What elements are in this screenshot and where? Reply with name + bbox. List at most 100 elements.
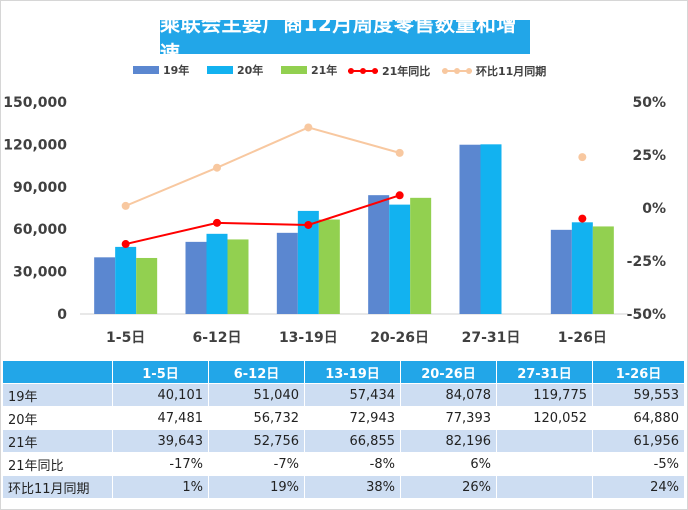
table-cell: 47,481	[112, 406, 209, 430]
table-cell: 119,775	[496, 383, 593, 407]
legend-mom-dot	[454, 68, 460, 74]
table-header-row: 1-5日 6-12日 13-19日 20-26日 27-31日 1-26日	[2, 360, 685, 384]
table-cell: -5%	[592, 452, 685, 476]
data-table: 1-5日 6-12日 13-19日 20-26日 27-31日 1-26日 19年 40,10…	[2, 360, 685, 499]
table-row: 21年 39,643 52,756 66,855 82,196 61,956	[2, 429, 685, 453]
mom-point	[304, 123, 313, 132]
y-left-tick-label: 60,000	[13, 222, 67, 238]
bar-19	[276, 232, 298, 314]
legend-mom-label: 环比11月同期	[476, 64, 546, 78]
table-header-cell: 27-31日	[496, 360, 593, 384]
yoy-point	[121, 240, 130, 249]
table-row: 环比11月同期 1% 19% 38% 26% 24%	[2, 475, 685, 499]
bar-21	[136, 257, 158, 314]
table-row-label: 21年同比	[2, 452, 113, 476]
legend-21-swatch	[281, 66, 307, 74]
mom-point	[121, 201, 130, 210]
x-category-label: 27-31日	[462, 330, 521, 346]
x-category-label: 6-12日	[192, 330, 241, 346]
y-left-tick-label: 0	[57, 307, 67, 323]
table-cell: 52,756	[208, 429, 305, 453]
mom-point	[578, 153, 587, 162]
bar-19	[185, 241, 207, 314]
table-header-cell: 1-5日	[112, 360, 209, 384]
yoy-point	[578, 214, 587, 223]
mom-line	[125, 126, 400, 207]
table-cell: 40,101	[112, 383, 209, 407]
table-cell: 61,956	[592, 429, 685, 453]
y-right-tick-label: -25%	[627, 254, 666, 270]
y-right-tick-label: 50%	[632, 95, 666, 111]
table-row: 19年 40,101 51,040 57,434 84,078 119,775 59,553	[2, 383, 685, 407]
table-cell: 51,040	[208, 383, 305, 407]
table-row-label: 20年	[2, 406, 113, 430]
x-category-label: 1-5日	[106, 330, 145, 346]
y-left-tick-label: 120,000	[3, 137, 67, 153]
legend-mom-dot	[442, 68, 448, 74]
yoy-point	[304, 220, 313, 229]
table-header-cell: 13-19日	[304, 360, 401, 384]
table-header-cell: 20-26日	[400, 360, 497, 384]
table-cell: 26%	[400, 475, 497, 499]
table-row-label: 环比11月同期	[2, 475, 113, 499]
chart-canvas: 0 30,000 60,000 90,000 120,000 150,000 -50% -25…	[3, 63, 666, 346]
table-cell: 66,855	[304, 429, 401, 453]
legend-mom-dot	[466, 68, 472, 74]
y-left-tick-label: 30,000	[13, 265, 67, 281]
bar-21	[410, 197, 432, 314]
table-header-cell: 6-12日	[208, 360, 305, 384]
table-cell: -7%	[208, 452, 305, 476]
table-cell	[496, 452, 593, 476]
mom-point	[395, 148, 404, 157]
bar-19	[459, 144, 481, 314]
y-right-tick-label: 0%	[642, 201, 666, 217]
bar-19	[368, 195, 390, 314]
table-cell: 84,078	[400, 383, 497, 407]
bar-21	[592, 226, 614, 314]
table-header-cell: 1-26日	[592, 360, 685, 384]
yoy-point	[213, 218, 221, 227]
bar-19	[550, 229, 572, 314]
bar-21	[227, 239, 249, 314]
table-cell: 6%	[400, 452, 497, 476]
y-left-tick-label: 90,000	[13, 180, 67, 196]
table-cell: 19%	[208, 475, 305, 499]
table-cell: 24%	[592, 475, 685, 499]
table-row: 20年 47,481 56,732 72,943 77,393 120,052 64,880	[2, 406, 685, 430]
table-cell: 1%	[112, 475, 209, 499]
table-cell: 59,553	[592, 383, 685, 407]
table-cell: 57,434	[304, 383, 401, 407]
table-cell: 72,943	[304, 406, 401, 430]
legend-19-label: 19年	[163, 63, 189, 77]
x-category-label: 13-19日	[279, 330, 338, 346]
table-cell: 64,880	[592, 406, 685, 430]
yoy-point	[395, 191, 404, 200]
table-cell: -8%	[304, 452, 401, 476]
table-header-cell	[2, 360, 113, 384]
bar-20	[571, 222, 593, 314]
legend-yoy-label: 21年同比	[382, 64, 430, 78]
legend-yoy-dot	[360, 68, 366, 74]
mom-point	[213, 163, 221, 172]
y-left-tick-label: 150,000	[3, 95, 67, 111]
table-cell: 82,196	[400, 429, 497, 453]
table-cell	[496, 475, 593, 499]
bar-20	[389, 204, 411, 314]
table-cell: -17%	[112, 452, 209, 476]
x-category-label: 20-26日	[370, 330, 429, 346]
legend-yoy-dot	[372, 68, 378, 74]
table-row: 21年同比 -17% -7% -8% 6% -5%	[2, 452, 685, 476]
bar-20	[115, 246, 137, 314]
yoy-line	[125, 194, 400, 246]
table-cell: 77,393	[400, 406, 497, 430]
table-cell: 38%	[304, 475, 401, 499]
table-cell: 120,052	[496, 406, 593, 430]
bar-21	[318, 219, 340, 314]
bar-20	[206, 233, 228, 314]
legend-21-label: 21年	[311, 63, 337, 77]
legend-19-swatch	[133, 66, 159, 74]
table-row-label: 21年	[2, 429, 113, 453]
table-cell	[496, 429, 593, 453]
table-row-label: 19年	[2, 383, 113, 407]
bar-20	[297, 210, 319, 314]
